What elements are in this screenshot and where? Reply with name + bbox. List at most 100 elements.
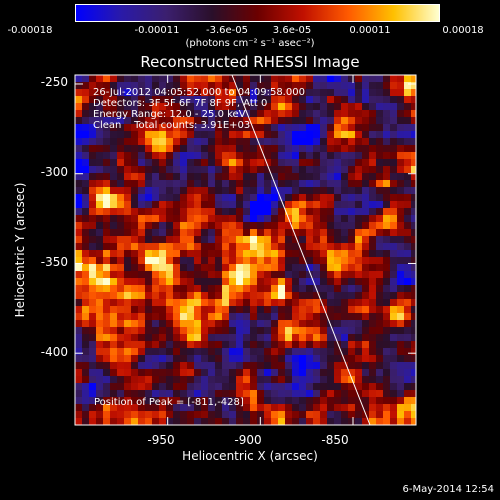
- heatmap-pixel: [166, 124, 173, 131]
- heatmap-pixel: [131, 418, 138, 425]
- heatmap-pixel: [236, 285, 243, 292]
- heatmap-pixel: [194, 404, 201, 411]
- heatmap-pixel: [194, 348, 201, 355]
- heatmap-pixel: [285, 341, 292, 348]
- heatmap-pixel: [348, 355, 355, 362]
- heatmap-pixel: [320, 250, 327, 257]
- heatmap-pixel: [180, 348, 187, 355]
- heatmap-pixel: [285, 173, 292, 180]
- heatmap-pixel: [124, 313, 131, 320]
- heatmap-pixel: [124, 89, 131, 96]
- heatmap-pixel: [390, 383, 397, 390]
- heatmap-pixel: [236, 82, 243, 89]
- heatmap-pixel: [117, 341, 124, 348]
- heatmap-pixel: [348, 390, 355, 397]
- heatmap-pixel: [96, 215, 103, 222]
- heatmap-pixel: [306, 138, 313, 145]
- heatmap-pixel: [292, 362, 299, 369]
- heatmap-pixel: [285, 229, 292, 236]
- heatmap-pixel: [264, 278, 271, 285]
- heatmap-pixel: [257, 152, 264, 159]
- heatmap-pixel: [180, 117, 187, 124]
- heatmap-pixel: [82, 292, 89, 299]
- heatmap-pixel: [362, 187, 369, 194]
- heatmap-pixel: [173, 138, 180, 145]
- heatmap-pixel: [397, 397, 404, 404]
- heatmap-pixel: [201, 348, 208, 355]
- heatmap-pixel: [390, 362, 397, 369]
- heatmap-pixel: [404, 243, 411, 250]
- heatmap-pixel: [369, 124, 376, 131]
- heatmap-pixel: [180, 187, 187, 194]
- heatmap-pixel: [145, 124, 152, 131]
- heatmap-pixel: [89, 341, 96, 348]
- heatmap-pixel: [411, 124, 416, 131]
- heatmap-pixel: [341, 194, 348, 201]
- heatmap-pixel: [173, 194, 180, 201]
- heatmap-pixel: [327, 334, 334, 341]
- heatmap-pixel: [250, 236, 257, 243]
- heatmap-pixel: [327, 327, 334, 334]
- heatmap-pixel: [334, 404, 341, 411]
- heatmap-pixel: [404, 250, 411, 257]
- heatmap-pixel: [187, 376, 194, 383]
- heatmap-pixel: [110, 348, 117, 355]
- heatmap-pixel: [166, 110, 173, 117]
- heatmap-pixel: [96, 334, 103, 341]
- heatmap-pixel: [411, 285, 416, 292]
- heatmap-pixel: [236, 201, 243, 208]
- heatmap-pixel: [159, 334, 166, 341]
- heatmap-pixel: [397, 222, 404, 229]
- heatmap-pixel: [411, 299, 416, 306]
- x-tick-label: -900: [234, 433, 262, 447]
- heatmap-pixel: [208, 215, 215, 222]
- heatmap-pixel: [299, 418, 306, 425]
- heatmap-pixel: [292, 180, 299, 187]
- heatmap-pixel: [271, 145, 278, 152]
- heatmap-pixel: [334, 173, 341, 180]
- heatmap-pixel: [348, 299, 355, 306]
- heatmap-pixel: [187, 89, 194, 96]
- heatmap-pixel: [187, 159, 194, 166]
- heatmap-pixel: [166, 278, 173, 285]
- heatmap-pixel: [117, 411, 124, 418]
- heatmap-pixel: [271, 292, 278, 299]
- heatmap-pixel: [376, 110, 383, 117]
- heatmap-pixel: [229, 250, 236, 257]
- heatmap-pixel: [124, 257, 131, 264]
- heatmap-pixel: [327, 397, 334, 404]
- heatmap-pixel: [222, 103, 229, 110]
- heatmap-pixel: [411, 243, 416, 250]
- heatmap-pixel: [75, 145, 82, 152]
- heatmap-pixel: [404, 222, 411, 229]
- heatmap-pixel: [110, 166, 117, 173]
- heatmap-pixel: [201, 411, 208, 418]
- heatmap-pixel: [173, 313, 180, 320]
- heatmap-pixel: [187, 271, 194, 278]
- heatmap-pixel: [117, 418, 124, 425]
- heatmap-pixel: [341, 250, 348, 257]
- heatmap-pixel: [271, 313, 278, 320]
- heatmap-pixel: [138, 278, 145, 285]
- heatmap-pixel: [75, 362, 82, 369]
- heatmap-pixel: [138, 215, 145, 222]
- heatmap-pixel: [383, 215, 390, 222]
- heatmap-pixel: [383, 257, 390, 264]
- heatmap-pixel: [257, 166, 264, 173]
- heatmap-pixel: [173, 362, 180, 369]
- heatmap-pixel: [229, 152, 236, 159]
- heatmap-pixel: [110, 208, 117, 215]
- heatmap-pixel: [271, 341, 278, 348]
- heatmap-pixel: [103, 173, 110, 180]
- heatmap-pixel: [383, 320, 390, 327]
- heatmap-pixel: [306, 243, 313, 250]
- heatmap-pixel: [355, 124, 362, 131]
- heatmap-pixel: [257, 159, 264, 166]
- heatmap-pixel: [131, 208, 138, 215]
- heatmap-pixel: [180, 334, 187, 341]
- heatmap-pixel: [159, 355, 166, 362]
- heatmap-pixel: [299, 201, 306, 208]
- heatmap-pixel: [271, 285, 278, 292]
- heatmap-pixel: [82, 383, 89, 390]
- heatmap-pixel: [166, 89, 173, 96]
